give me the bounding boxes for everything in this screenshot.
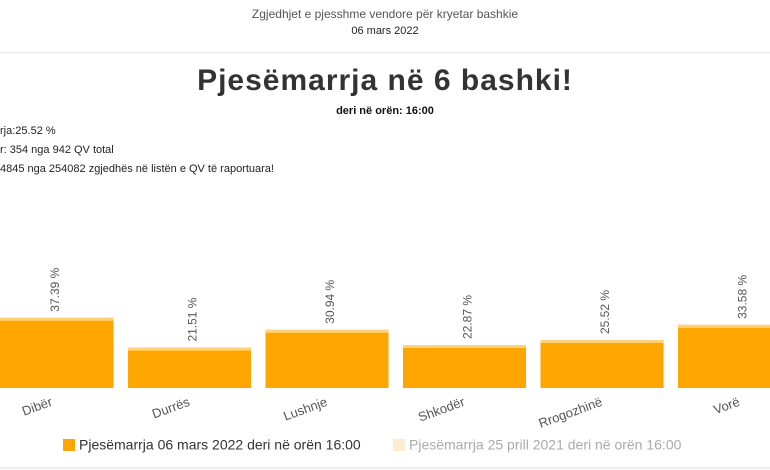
chart-subtitle: deri në orën: 16:00 [336,105,434,117]
bar-highlight [128,347,251,351]
x-tick-label: Vorë [711,394,741,417]
value-label: 30.94 % [323,279,337,323]
bar [265,329,389,388]
bar [0,317,114,388]
value-label: 21.51 % [186,297,200,341]
x-tick-label: Durrës [150,394,192,422]
value-label: 37.39 % [48,267,62,311]
bar [540,340,664,388]
header: Zgjedhjet e pjesshme vendore për kryetar… [0,0,770,53]
bar-highlight [0,317,114,321]
bar-highlight [678,324,770,328]
info-line: r: 354 nga 942 QV total [0,144,114,156]
x-tick-label: Shkodër [416,394,467,425]
header-date: 06 mars 2022 [351,25,419,37]
legend-swatch [393,439,405,451]
header-title: Zgjedhjet e pjesshme vendore për kryetar… [251,7,519,21]
legend-label: Pjesëmarrja 06 mars 2022 deri në orën 16… [79,437,361,453]
value-label: 33.58 % [736,275,750,319]
chart-title: Pjesëmarrja në 6 bashki! [197,64,573,97]
value-label: 25.52 % [598,290,612,334]
x-tick-label: Lushnje [281,394,329,424]
bar-highlight [265,329,389,333]
info-line: rja:25.52 % [0,125,56,137]
bar-highlight [540,340,664,344]
bar [678,324,770,388]
info: rja:25.52 % r: 354 nga 942 QV total 4845… [0,122,274,179]
bar-highlight [403,345,526,349]
legend-label: Pjesëmarrja 25 prill 2021 deri në orën 1… [409,437,682,453]
x-tick-label: Dibër [20,394,55,419]
bar [128,347,251,388]
info-line: 4845 nga 254082 zgjedhës në listën e QV … [0,163,274,175]
x-tick-label: Rrogozhinë [537,394,605,431]
bar [403,345,526,388]
value-label: 22.87 % [461,295,475,339]
legend-swatch [63,439,75,451]
